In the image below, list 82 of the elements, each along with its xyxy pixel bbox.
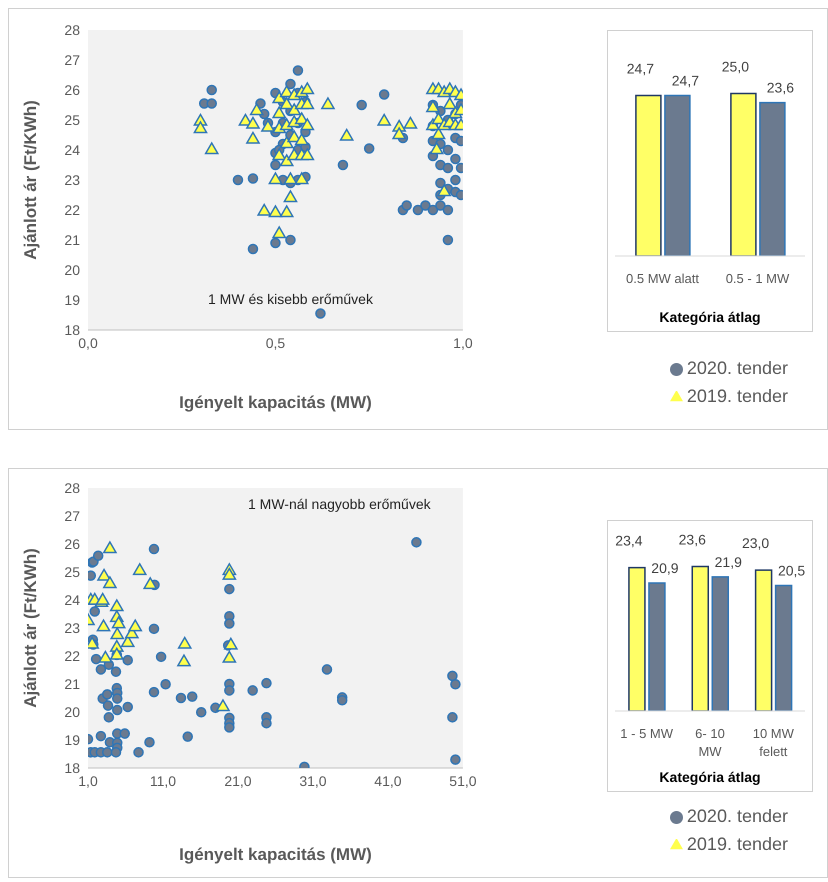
bar: [774, 584, 792, 711]
point: [97, 568, 111, 581]
y-tick-label: 27: [64, 508, 80, 524]
x-axis-title: Kategória átlag: [659, 309, 761, 325]
y-tick-label: 24: [64, 142, 80, 158]
point: [128, 619, 142, 632]
y-tick-label: 25: [64, 112, 80, 128]
point: [143, 577, 158, 590]
y-tick-label: 23: [64, 620, 80, 636]
point: [110, 627, 124, 640]
data-label: 24,7: [672, 72, 700, 88]
y-tick-label: 19: [64, 292, 80, 308]
data-label: 20,9: [651, 560, 679, 576]
x-tick-label: 1 - 5 MW: [620, 726, 674, 742]
point: [98, 650, 112, 663]
y-tick-label: 21: [64, 676, 80, 692]
data-label: 25,0: [722, 58, 750, 74]
x-tick-label: 51,0: [449, 772, 477, 789]
data-label: 21,9: [714, 554, 742, 570]
point: [132, 563, 147, 576]
data-label: 23,4: [615, 532, 643, 549]
y-tick-label: 28: [64, 480, 80, 496]
x-tick-label: 11,0: [150, 772, 176, 789]
y-axis-title: Ajánlott ár (Ft/KWh): [21, 548, 40, 708]
y-tick-label: 23: [64, 172, 80, 188]
point: [96, 592, 110, 605]
y-axis-title: Ajánlott ár (Ft/KWh): [21, 100, 40, 260]
y-tick-label: 20: [64, 704, 80, 720]
point: [96, 619, 110, 632]
point: [177, 654, 191, 666]
bar: [692, 566, 710, 711]
data-label: 24,7: [626, 60, 654, 76]
point: [216, 699, 230, 712]
annotation: 1 MW és kisebb erőművek: [208, 291, 373, 307]
x-tick-label: 0,5: [266, 334, 286, 351]
x-tick-label: 31,0: [299, 772, 327, 789]
y-tick-label: 26: [64, 82, 80, 98]
x-tick-label: 0.5 MW alatt: [626, 271, 700, 286]
bar: [648, 582, 666, 711]
x-tick-label: 0,0: [78, 334, 98, 351]
y-tick-label: 18: [64, 322, 80, 338]
legend-label: 2020. tender: [686, 358, 788, 378]
data-label: 23,6: [678, 531, 706, 548]
y-tick-label: 22: [64, 202, 80, 218]
y-tick-label: 19: [64, 732, 80, 748]
data-label: 23,0: [742, 535, 770, 552]
x-axis-title: Igényelt kapacitás (MW): [179, 393, 372, 412]
x-tick-label: 41,0: [374, 772, 402, 789]
legend-label: 2020. tender: [686, 806, 788, 826]
point: [103, 541, 117, 554]
annotation: 1 MW-nál nagyobb erőművek: [248, 496, 431, 512]
x-tick-label: 10 MW felett: [752, 726, 795, 760]
data-label: 20,5: [778, 562, 806, 578]
point: [103, 576, 117, 588]
x-tick-label: 1,0: [453, 334, 473, 351]
point: [178, 636, 192, 649]
y-tick-label: 21: [64, 232, 80, 248]
x-axis-title: Igényelt kapacitás (MW): [179, 845, 372, 864]
point: [224, 638, 238, 650]
point: [222, 568, 236, 580]
y-tick-label: 24: [64, 592, 80, 608]
legend-label: 2019. tender: [686, 834, 788, 854]
x-axis-title: Kategória átlag: [659, 769, 761, 785]
y-tick-label: 22: [64, 648, 80, 664]
data-label: 23,6: [766, 80, 794, 96]
bar: [628, 566, 646, 711]
y-tick-label: 28: [64, 22, 80, 38]
x-tick-label: 1,0: [78, 772, 98, 789]
y-tick-label: 26: [64, 536, 80, 552]
bar: [712, 576, 730, 711]
legend-label: 2019. tender: [686, 386, 788, 406]
y-tick-label: 18: [64, 760, 80, 776]
bar: [754, 569, 772, 711]
y-tick-label: 20: [64, 262, 80, 278]
y-tick-label: 27: [64, 52, 80, 68]
point: [110, 599, 124, 612]
x-tick-label: 6- 10 MW: [695, 726, 725, 760]
x-tick-label: 0.5 - 1 MW: [726, 271, 790, 286]
y-tick-label: 25: [64, 564, 80, 580]
x-tick-label: 21,0: [224, 772, 252, 789]
point: [112, 616, 126, 628]
point: [222, 650, 236, 663]
